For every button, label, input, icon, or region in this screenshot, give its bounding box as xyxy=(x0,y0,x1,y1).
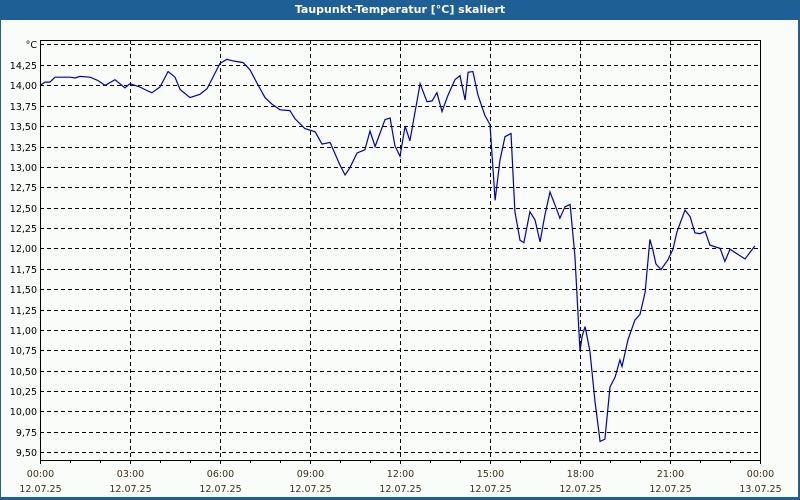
x-tick-date: 12.07.25 xyxy=(379,484,421,495)
x-tick-time: 00:00 xyxy=(27,469,54,480)
x-tick-date: 12.07.25 xyxy=(469,484,511,495)
y-tick-label: 14,00 xyxy=(10,81,37,92)
x-tick-date: 12.07.25 xyxy=(559,484,601,495)
y-tick-label: 13,00 xyxy=(10,163,37,174)
y-tick-label: 10,50 xyxy=(10,367,37,378)
x-tick-time: 09:00 xyxy=(297,469,324,480)
y-tick-label: 13,50 xyxy=(10,122,37,133)
y-tick-label: 10,75 xyxy=(10,346,37,357)
plot-frame xyxy=(40,40,761,461)
grid-lines xyxy=(40,40,760,460)
y-tick-label: 9,50 xyxy=(16,448,37,459)
x-tick-time: 00:00 xyxy=(747,469,774,480)
y-tick-label: 14,25 xyxy=(10,61,37,72)
y-tick-label: 11,25 xyxy=(10,306,37,317)
x-tick-date: 12.07.25 xyxy=(289,484,331,495)
y-tick-label: 12,75 xyxy=(10,183,37,194)
y-tick-label: 10,00 xyxy=(10,407,37,418)
y-tick-label: 10,25 xyxy=(10,387,37,398)
y-tick-label: 12,50 xyxy=(10,204,37,215)
x-axis: 00:00 12.07.25 03:00 12.07.25 06:00 12.07.25 0… xyxy=(19,460,782,495)
y-tick-label: 13,75 xyxy=(10,102,37,113)
x-tick-date: 12.07.25 xyxy=(199,484,241,495)
x-tick-date: 12.07.25 xyxy=(19,484,61,495)
data-series-line xyxy=(39,58,756,443)
y-tick-label: 11,50 xyxy=(10,285,37,296)
chart-area xyxy=(1,20,798,497)
x-tick-time: 06:00 xyxy=(207,469,234,480)
y-axis: 14,25 14,00 13,75 13,50 13,25 13,00 12,75 12,50… xyxy=(10,61,37,459)
y-tick-label: 13,25 xyxy=(10,143,37,154)
x-tick-time: 03:00 xyxy=(117,469,144,480)
y-axis-unit-label: °C xyxy=(26,40,38,51)
x-tick-date: 12.07.25 xyxy=(649,484,691,495)
x-tick-time: 12:00 xyxy=(387,469,414,480)
x-tick-date: 13.07.25 xyxy=(739,484,781,495)
x-tick-date: 12.07.25 xyxy=(109,484,151,495)
y-tick-label: 9,75 xyxy=(16,428,37,439)
y-tick-label: 12,25 xyxy=(10,224,37,235)
y-tick-label: 12,00 xyxy=(10,244,37,255)
x-tick-time: 18:00 xyxy=(567,469,594,480)
y-tick-label: 11,00 xyxy=(10,326,37,337)
x-tick-time: 15:00 xyxy=(477,469,504,480)
y-tick-label: 11,75 xyxy=(10,265,37,276)
x-tick-time: 21:00 xyxy=(657,469,684,480)
window-title: Taupunkt-Temperatur [°C] skaliert xyxy=(0,0,800,20)
